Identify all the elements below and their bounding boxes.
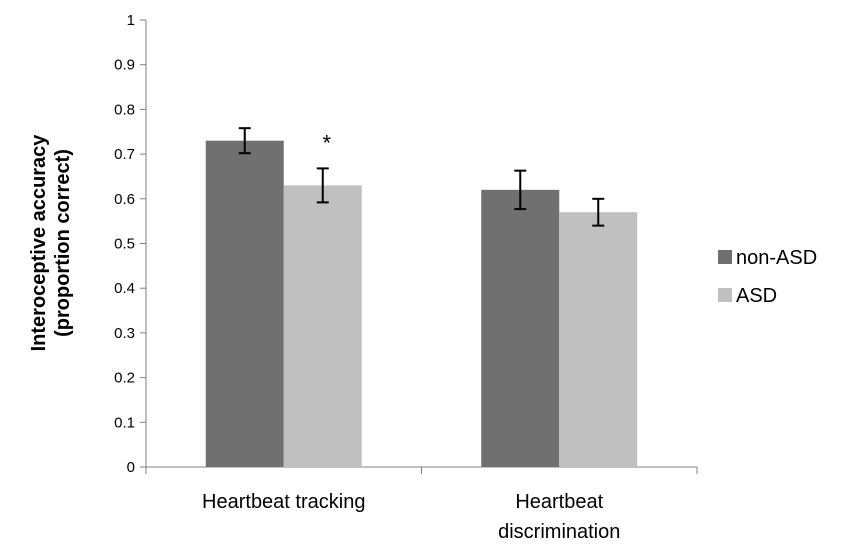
y-tick-label: 0.7 [114, 146, 135, 163]
error-bars [238, 127, 605, 227]
y-tick-label: 0.9 [114, 57, 135, 74]
legend-label: ASD [736, 285, 777, 307]
x-category-label: Heartbeat tracking [202, 491, 365, 513]
y-tick-label: 0.2 [114, 370, 135, 387]
bar-non-asd-0 [205, 140, 284, 467]
y-tick-label: 0.6 [114, 191, 135, 208]
legend-label: non-ASD [736, 247, 817, 269]
legend-swatch [718, 288, 732, 302]
bar-asd-1 [559, 212, 638, 467]
tick-labels: 0 0.1 0.2 0.3 0.4 0.5 0.6 0.7 0.8 0.9 1 Heartbeat t… [114, 12, 620, 543]
y-tick-label: 0.8 [114, 101, 135, 118]
y-tick-label: 0 [127, 459, 135, 476]
y-axis-title-line: Interoceptive accuracy [28, 134, 50, 352]
y-axis-title: Interoceptive accuracy (proportion correc… [28, 134, 74, 352]
y-tick-label: 1 [127, 12, 135, 29]
y-tick-label: 0.1 [114, 414, 135, 431]
annotations: * [322, 130, 331, 155]
y-axis-title-line: (proportion correct) [52, 149, 74, 337]
bars [205, 140, 638, 468]
legend-swatch [718, 250, 732, 264]
bar-non-asd-1 [481, 189, 560, 468]
bar-asd-0 [283, 185, 362, 467]
significance-star: * [322, 130, 331, 155]
y-tick-label: 0.3 [114, 325, 135, 342]
x-category-label: Heartbeat [515, 491, 603, 513]
x-category-label: discrimination [498, 521, 620, 543]
legend: non-ASD ASD [718, 247, 817, 307]
y-tick-label: 0.4 [114, 280, 135, 297]
y-tick-label: 0.5 [114, 236, 135, 253]
